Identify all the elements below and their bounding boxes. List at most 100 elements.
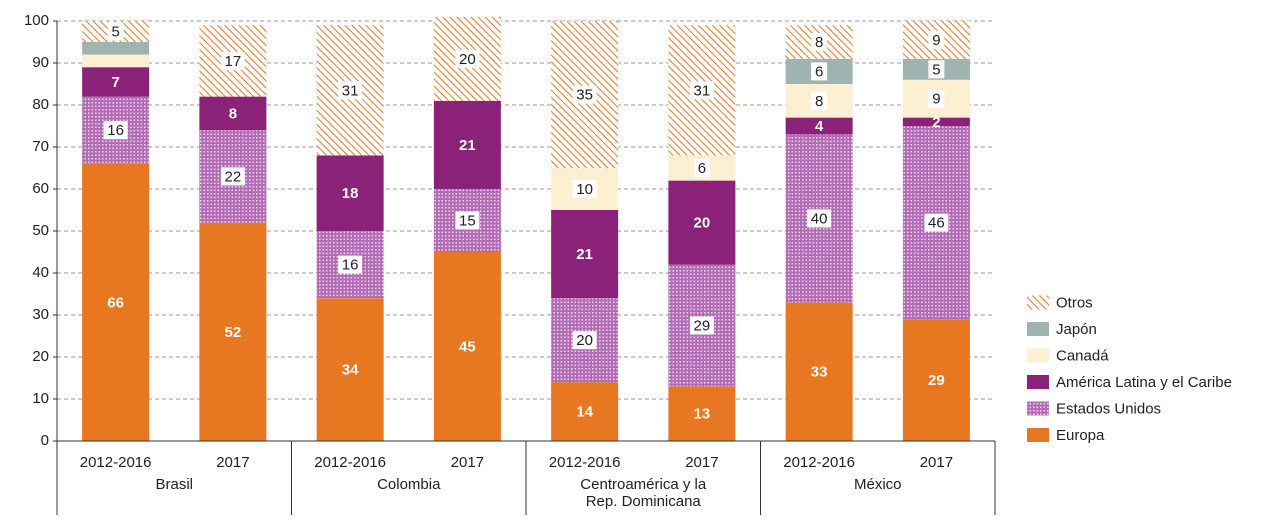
y-tick-label: 20	[32, 348, 49, 365]
value-label: 10	[576, 181, 593, 198]
bar-segment	[82, 42, 150, 55]
x-tick-label: 2012-2016	[314, 454, 386, 471]
bar-segment	[82, 67, 150, 97]
x-tick-label: 2017	[216, 454, 249, 471]
value-label: 13	[694, 406, 711, 423]
value-label: 20	[576, 332, 593, 349]
legend-label: Otros	[1056, 294, 1093, 311]
legend-swatch	[1027, 401, 1049, 416]
label-box	[689, 316, 714, 335]
group-label: Colombia	[377, 476, 441, 493]
label-box	[928, 60, 945, 79]
label-box	[455, 211, 480, 230]
value-label: 34	[342, 362, 359, 379]
value-label: 4	[815, 118, 824, 135]
legend-swatch	[1027, 322, 1049, 336]
bar-segment	[199, 96, 267, 131]
group-label: México	[854, 476, 902, 493]
bar-segment	[433, 252, 501, 441]
x-tick-label: 2017	[451, 454, 484, 471]
label-box	[689, 81, 714, 100]
group-label: Rep. Dominicana	[586, 493, 702, 510]
y-tick-label: 30	[32, 306, 49, 323]
value-label: 18	[342, 185, 359, 202]
legend-label: Estados Unidos	[1056, 400, 1161, 417]
value-label: 17	[225, 53, 242, 70]
label-box	[811, 91, 828, 110]
label-box	[811, 62, 828, 81]
value-label: 15	[459, 212, 476, 229]
bar-segment	[199, 222, 267, 441]
value-label: 20	[459, 51, 476, 68]
label-box	[455, 49, 480, 68]
value-label: 45	[459, 338, 476, 355]
x-tick-label: 2012-2016	[783, 454, 855, 471]
value-label: 29	[694, 317, 711, 334]
value-label: 16	[107, 122, 124, 139]
bar-segment	[785, 302, 853, 441]
bar-segment	[82, 54, 150, 68]
x-tick-label: 2012-2016	[80, 454, 152, 471]
value-label: 9	[932, 32, 940, 49]
bar-segment	[82, 163, 150, 442]
label-box	[572, 180, 597, 198]
y-tick-label: 60	[32, 180, 49, 197]
bar-segment	[785, 117, 853, 135]
x-tick-label: 2017	[920, 454, 953, 471]
bar-segment	[668, 386, 736, 441]
label-box	[107, 22, 124, 41]
value-label: 35	[576, 86, 593, 103]
y-tick-label: 50	[32, 222, 49, 239]
value-label: 22	[225, 168, 242, 185]
value-label: 33	[811, 364, 828, 381]
bar-segment	[551, 382, 619, 441]
value-label: 6	[815, 63, 823, 80]
bar-segment	[668, 180, 736, 265]
value-label: 52	[225, 324, 242, 341]
x-tick-label: 2017	[685, 454, 718, 471]
label-box	[924, 213, 949, 232]
y-tick-label: 90	[32, 54, 49, 71]
value-label: 40	[811, 210, 828, 227]
value-label: 5	[111, 23, 119, 40]
value-label: 21	[576, 246, 593, 263]
value-label: 21	[459, 137, 476, 154]
value-label: 5	[932, 61, 940, 78]
value-label: 16	[342, 257, 359, 274]
y-tick-label: 70	[32, 138, 49, 155]
legend-label: Europa	[1056, 427, 1105, 444]
value-label: 66	[107, 294, 124, 311]
value-label: 8	[229, 105, 237, 122]
label-box	[572, 331, 597, 350]
label-box	[572, 85, 597, 104]
value-label: 2	[932, 114, 940, 131]
legend-swatch	[1027, 375, 1049, 389]
label-box	[811, 33, 828, 51]
bar-segment	[902, 117, 970, 126]
value-label: 31	[342, 82, 359, 99]
label-box	[928, 89, 945, 108]
legend-label: Japón	[1056, 321, 1097, 338]
label-box	[693, 159, 710, 177]
group-label: Centroamérica y la	[580, 476, 707, 493]
bar-segment	[316, 298, 384, 441]
value-label: 9	[932, 91, 940, 108]
y-tick-label: 10	[32, 390, 49, 407]
value-label: 8	[815, 34, 823, 51]
y-tick-label: 40	[32, 264, 49, 281]
value-label: 8	[815, 93, 823, 110]
label-box	[807, 209, 832, 228]
legend-swatch	[1027, 348, 1049, 363]
label-box	[220, 167, 245, 186]
value-label: 7	[111, 74, 119, 91]
value-label: 29	[928, 372, 945, 389]
bar-segment	[551, 210, 619, 299]
legend-swatch	[1027, 428, 1049, 442]
value-label: 6	[698, 160, 706, 177]
legend-label: Canadá	[1056, 347, 1109, 364]
legend-label: América Latina y el Caribe	[1056, 374, 1232, 391]
bar-segment	[433, 100, 501, 189]
label-box	[338, 255, 363, 274]
y-tick-label: 100	[24, 12, 49, 29]
